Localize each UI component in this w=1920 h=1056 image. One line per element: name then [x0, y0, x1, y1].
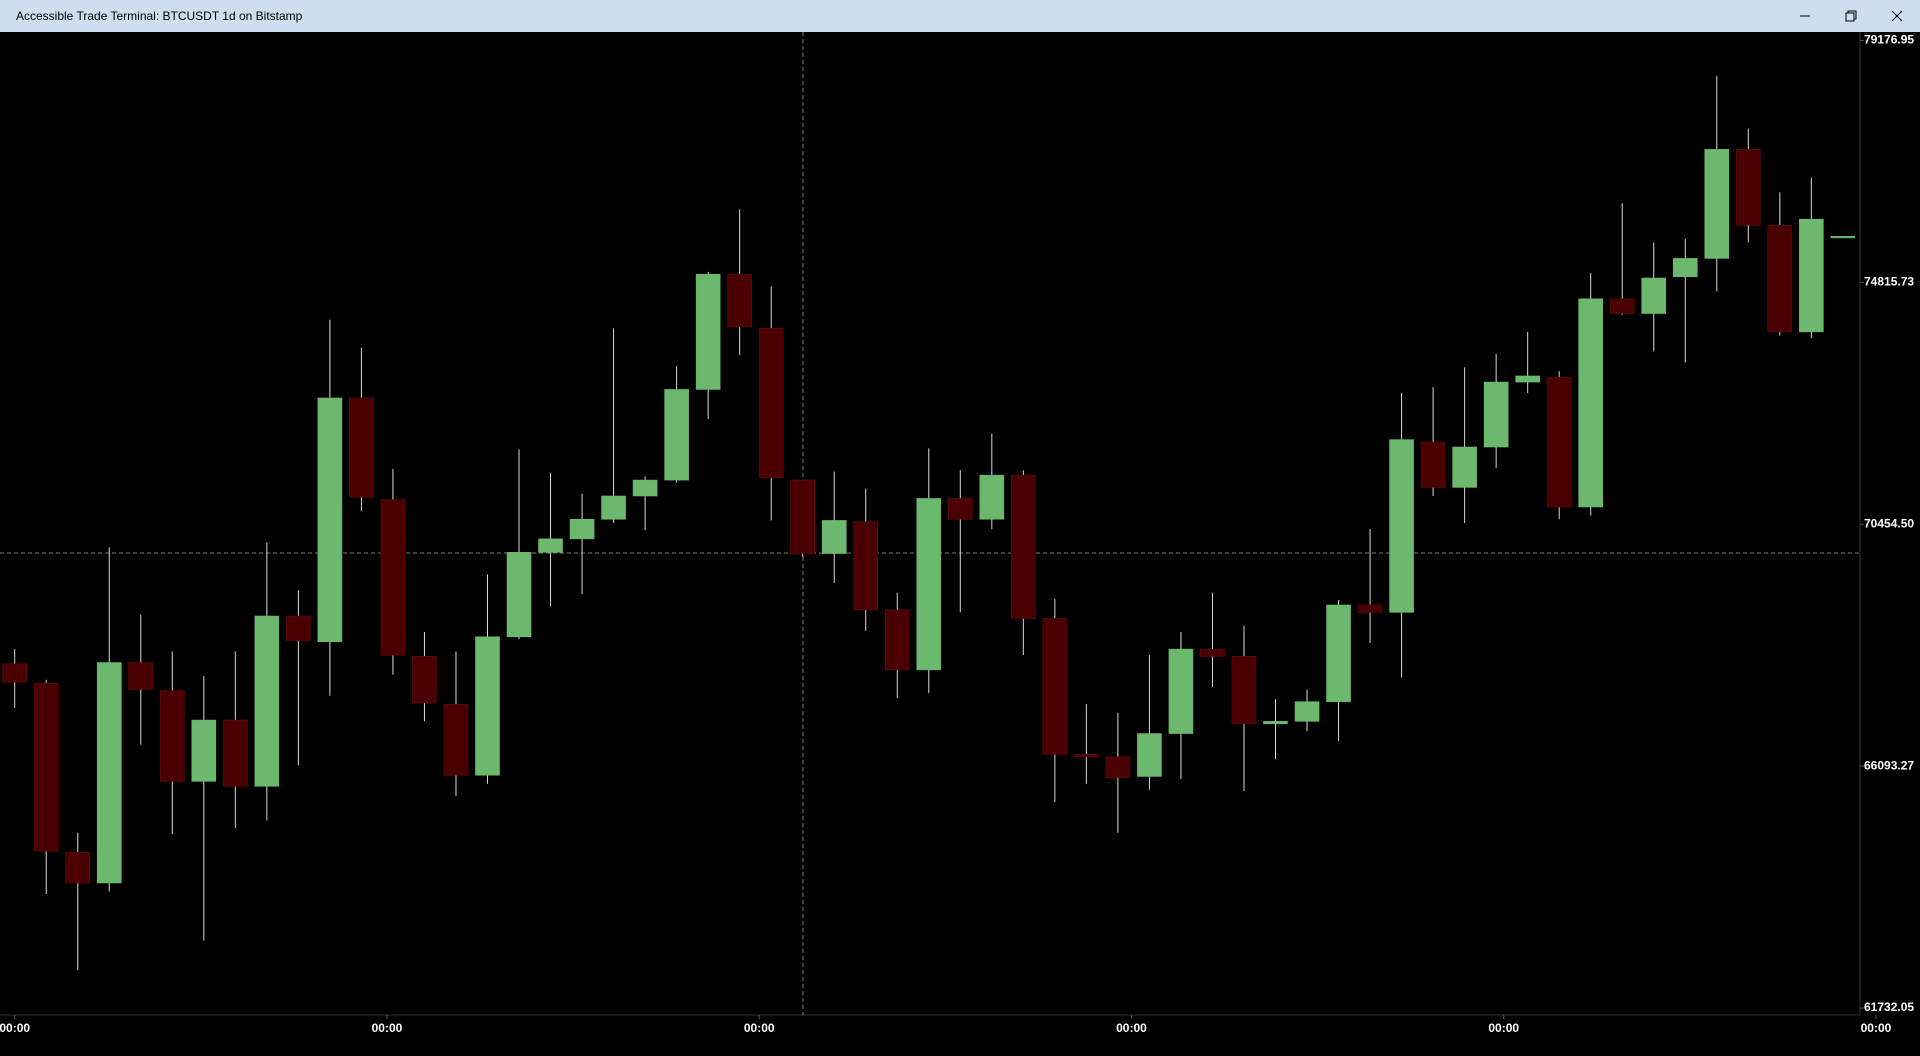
candle-body [317, 397, 343, 643]
candle-body [380, 499, 406, 656]
candle-body [443, 703, 469, 776]
close-button[interactable] [1874, 0, 1920, 32]
candle-body [1515, 375, 1540, 383]
y-tick-label: 70454.50 [1864, 516, 1914, 530]
candle-body [1357, 604, 1383, 613]
candle-body [1799, 218, 1824, 333]
candle-body [1231, 656, 1257, 725]
y-tick-label: 74815.73 [1864, 274, 1914, 288]
candle-body [1137, 733, 1162, 777]
candle-body [191, 719, 217, 782]
candle-body [1578, 298, 1603, 508]
candle-body [254, 615, 280, 787]
y-tick-label: 61732.05 [1864, 1000, 1914, 1014]
candle-body [569, 518, 595, 540]
candle-body [727, 273, 752, 328]
candle-body [916, 498, 942, 671]
candle-body [790, 479, 816, 554]
y-tick-label: 66093.27 [1864, 758, 1914, 772]
x-tick-label: 00:00 [0, 1021, 30, 1035]
candle-body [96, 662, 122, 884]
candle-body [1641, 277, 1667, 314]
candle-body [1389, 439, 1414, 613]
candle-body [1546, 376, 1572, 508]
title-bar: Accessible Trade Terminal: BTCUSDT 1d on… [0, 0, 1920, 32]
candle-body [412, 656, 437, 704]
candle-body [223, 719, 248, 787]
candle-body [664, 389, 689, 481]
candle-body [65, 852, 91, 884]
candle-body [1767, 225, 1793, 333]
candle-body [1452, 446, 1477, 488]
candle-body [1326, 604, 1351, 703]
candle-body [1263, 720, 1288, 725]
candle-body [1105, 756, 1131, 778]
candle-body [475, 636, 500, 776]
candle-body [947, 498, 973, 520]
candle-body [1830, 236, 1856, 239]
candle-body [979, 474, 1005, 520]
candle-body [506, 551, 532, 638]
candle-body [853, 521, 879, 611]
candle-body [1294, 701, 1320, 722]
x-tick-label: 00:00 [1861, 1021, 1892, 1035]
candle-body [1042, 618, 1068, 755]
candle-body [601, 495, 626, 520]
x-tick-label: 00:00 [1488, 1021, 1519, 1035]
y-tick-label: 79176.95 [1864, 33, 1914, 47]
candle-body [286, 615, 311, 641]
candle-body [538, 538, 563, 553]
candle-body [1704, 149, 1730, 259]
candle-body [695, 273, 721, 390]
candle-body [1011, 474, 1036, 619]
candle-body [2, 663, 27, 683]
restore-button[interactable] [1828, 0, 1874, 32]
candle-body [632, 479, 658, 497]
candle-body [1074, 754, 1099, 758]
candle-body [160, 690, 185, 782]
candle-body [1200, 648, 1225, 657]
candle-body [1736, 149, 1761, 226]
x-tick-label: 00:00 [1116, 1021, 1147, 1035]
candle-body [758, 327, 784, 478]
x-tick-label: 00:00 [744, 1021, 775, 1035]
chart: 61732.05 66093.27 70454.50 74815.73 79176.95… [0, 32, 1914, 1035]
candle-body [1672, 258, 1698, 278]
candle-body [1609, 298, 1635, 314]
window-title: Accessible Trade Terminal: BTCUSDT 1d on… [16, 9, 303, 23]
candle-body [128, 662, 154, 690]
x-tick-label: 00:00 [372, 1021, 403, 1035]
candle-body [1483, 381, 1509, 448]
candle-body [33, 683, 59, 852]
candle-body [1420, 441, 1446, 488]
candle-body [1168, 648, 1194, 734]
minimize-button[interactable] [1782, 0, 1828, 32]
candle-body [349, 397, 374, 498]
candle-body [821, 520, 847, 554]
candle-body [884, 609, 910, 671]
